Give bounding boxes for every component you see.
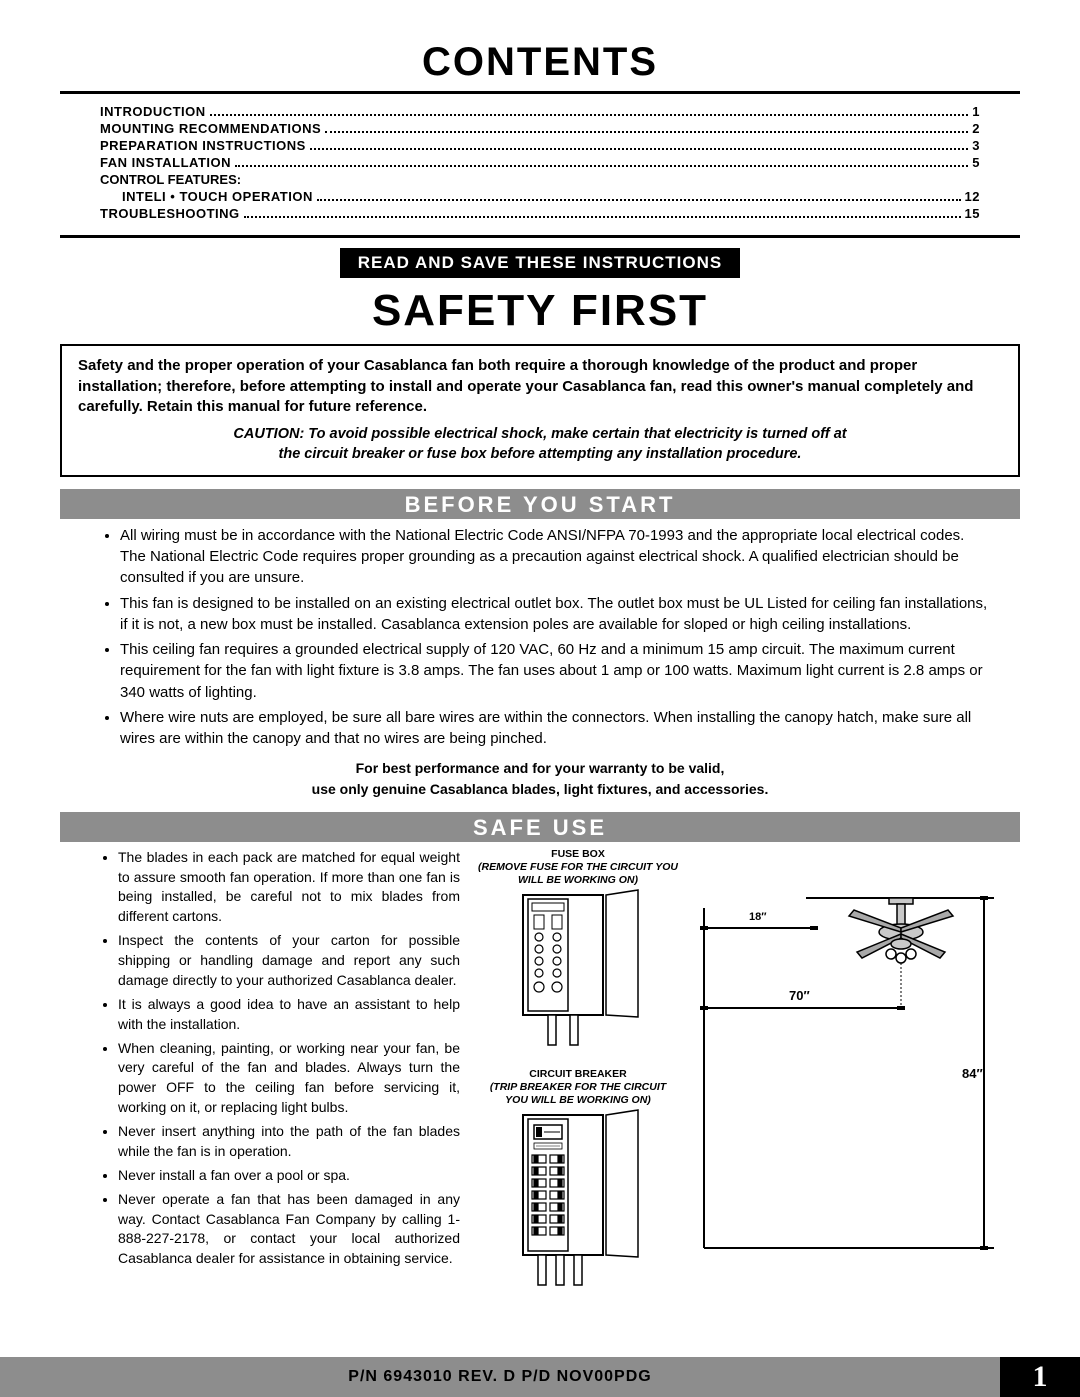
toc-leader [317, 193, 961, 201]
page-footer: P/N 6943010 REV. D P/D NOV00PDG 1 [0, 1357, 1080, 1397]
dimension-18-text: 18″ [749, 911, 767, 923]
list-item: All wiring must be in accordance with th… [120, 525, 990, 589]
caution-text: CAUTION: To avoid possible electrical sh… [78, 424, 1002, 465]
fuse-box-title: FUSE BOX (REMOVE FUSE FOR THE CIRCUIT YO… [478, 848, 678, 887]
contents-heading: CONTENTS [60, 40, 1020, 85]
footer-page-number: 1 [1000, 1357, 1080, 1397]
caution-line-1: CAUTION: To avoid possible electrical sh… [233, 426, 846, 442]
toc-label: MOUNTING RECOMMENDATIONS [100, 121, 321, 136]
safe-use-header: SAFE USE [60, 812, 1020, 842]
toc-label: INTELI • TOUCH OPERATION [122, 189, 313, 204]
list-item: Inspect the contents of your carton for … [118, 931, 460, 991]
list-item: This fan is designed to be installed on … [120, 593, 990, 636]
electrical-boxes-column: FUSE BOX (REMOVE FUSE FOR THE CIRCUIT YO… [478, 848, 678, 1303]
toc-row: FAN INSTALLATION 5 [100, 155, 980, 170]
toc-label: FAN INSTALLATION [100, 155, 231, 170]
toc-row-heading: CONTROL FEATURES: [100, 172, 980, 187]
toc-page-number: 5 [972, 155, 980, 170]
toc-page-number: 15 [965, 206, 980, 221]
safety-box: Safety and the proper operation of your … [60, 344, 1020, 477]
toc-label: TROUBLESHOOTING [100, 206, 240, 221]
toc-leader [210, 108, 969, 116]
dimension-70-text: 70″ [789, 988, 810, 1003]
diagram-column: FUSE BOX (REMOVE FUSE FOR THE CIRCUIT YO… [478, 848, 1014, 1303]
toc-leader [235, 159, 968, 167]
read-save-instructions: READ AND SAVE THESE INSTRUCTIONS [340, 248, 740, 278]
toc-leader [310, 142, 968, 150]
safe-use-text-column: The blades in each pack are matched for … [100, 848, 460, 1303]
safe-use-list: The blades in each pack are matched for … [100, 848, 460, 1270]
performance-note: For best performance and for your warran… [60, 758, 1020, 800]
fuse-box-subtitle: (REMOVE FUSE FOR THE CIRCUIT YOU WILL BE… [478, 861, 678, 886]
safety-first-heading: SAFETY FIRST [60, 286, 1020, 336]
list-item: It is always a good idea to have an assi… [118, 995, 460, 1035]
list-item: Never install a fan over a pool or spa. [118, 1166, 460, 1186]
toc-row: INTRODUCTION 1 [100, 104, 980, 119]
toc-label: PREPARATION INSTRUCTIONS [100, 138, 306, 153]
toc-page-number: 1 [972, 104, 980, 119]
circuit-breaker-icon [478, 1107, 678, 1297]
fan-diagram-icon: 18″ 70″ 84″ [694, 848, 1014, 1268]
fuse-box-heading: FUSE BOX [551, 848, 605, 860]
toc-row: TROUBLESHOOTING 15 [100, 206, 980, 221]
before-you-start-list: All wiring must be in accordance with th… [60, 525, 1020, 750]
toc-label: INTRODUCTION [100, 104, 206, 119]
rule-top [60, 91, 1020, 94]
circuit-breaker-title: CIRCUIT BREAKER (TRIP BREAKER FOR THE CI… [478, 1068, 678, 1107]
list-item: The blades in each pack are matched for … [118, 848, 460, 928]
safe-use-section: The blades in each pack are matched for … [60, 848, 1020, 1303]
performance-line-2: use only genuine Casablanca blades, ligh… [312, 781, 769, 797]
page: CONTENTS INTRODUCTION 1 MOUNTING RECOMME… [0, 0, 1080, 1397]
circuit-breaker-subtitle: (TRIP BREAKER FOR THE CIRCUIT YOU WILL B… [490, 1081, 666, 1106]
toc-row: MOUNTING RECOMMENDATIONS 2 [100, 121, 980, 136]
rule-bottom [60, 235, 1020, 238]
caution-line-2: the circuit breaker or fuse box before a… [279, 446, 802, 462]
read-save-wrap: READ AND SAVE THESE INSTRUCTIONS [60, 248, 1020, 278]
toc-page-number: 2 [972, 121, 980, 136]
dimension-84-text: 84″ [962, 1066, 983, 1081]
circuit-breaker-heading: CIRCUIT BREAKER [529, 1068, 626, 1080]
toc-row: PREPARATION INSTRUCTIONS 3 [100, 138, 980, 153]
table-of-contents: INTRODUCTION 1 MOUNTING RECOMMENDATIONS … [60, 104, 1020, 235]
list-item: Never operate a fan that has been damage… [118, 1190, 460, 1270]
performance-line-1: For best performance and for your warran… [356, 760, 725, 776]
fuse-box-icon [478, 887, 678, 1057]
before-you-start-header: BEFORE YOU START [60, 489, 1020, 519]
list-item: This ceiling fan requires a grounded ele… [120, 639, 990, 703]
list-item: When cleaning, painting, or working near… [118, 1039, 460, 1119]
list-item: Never insert anything into the path of t… [118, 1122, 460, 1162]
toc-page-number: 3 [972, 138, 980, 153]
safety-paragraph: Safety and the proper operation of your … [78, 356, 1002, 418]
list-item: Where wire nuts are employed, be sure al… [120, 707, 990, 750]
footer-part-number: P/N 6943010 REV. D P/D NOV00PDG [0, 1357, 1000, 1397]
toc-page-number: 12 [965, 189, 980, 204]
toc-row: INTELI • TOUCH OPERATION 12 [100, 189, 980, 204]
toc-leader [325, 125, 968, 133]
toc-leader [244, 210, 961, 218]
fan-dimension-diagram: 18″ 70″ 84″ [694, 848, 1014, 1303]
